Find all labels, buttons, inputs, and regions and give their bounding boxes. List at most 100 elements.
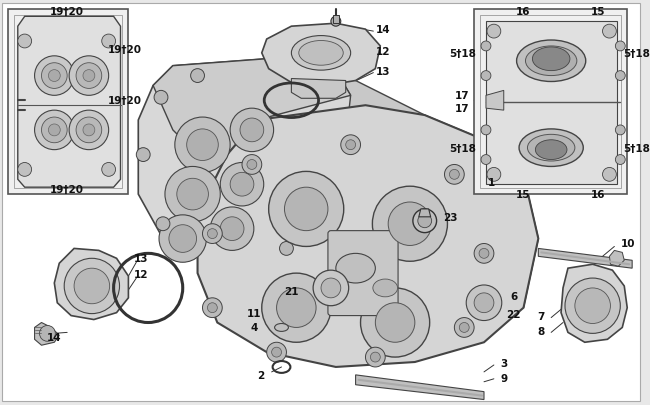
Circle shape bbox=[466, 285, 502, 321]
Circle shape bbox=[285, 57, 298, 70]
Text: 15: 15 bbox=[516, 190, 531, 200]
Ellipse shape bbox=[299, 41, 343, 66]
Text: 8: 8 bbox=[538, 326, 545, 337]
Circle shape bbox=[18, 35, 32, 49]
Polygon shape bbox=[486, 91, 504, 111]
Circle shape bbox=[487, 25, 501, 39]
Circle shape bbox=[220, 163, 264, 207]
Circle shape bbox=[454, 318, 474, 337]
Polygon shape bbox=[138, 57, 356, 264]
Text: 17: 17 bbox=[455, 104, 469, 114]
Circle shape bbox=[481, 126, 491, 136]
Circle shape bbox=[616, 71, 625, 81]
Text: 14: 14 bbox=[47, 333, 62, 343]
Circle shape bbox=[42, 64, 67, 89]
Text: 14: 14 bbox=[376, 25, 391, 35]
Circle shape bbox=[474, 244, 494, 264]
Text: 19†20: 19†20 bbox=[107, 96, 142, 106]
Circle shape bbox=[64, 259, 120, 314]
Circle shape bbox=[276, 288, 316, 328]
Circle shape bbox=[187, 130, 218, 161]
Text: 6: 6 bbox=[510, 291, 517, 301]
Polygon shape bbox=[291, 79, 346, 99]
Polygon shape bbox=[538, 249, 632, 269]
Text: 9: 9 bbox=[500, 373, 507, 383]
Circle shape bbox=[76, 118, 102, 143]
Circle shape bbox=[207, 303, 217, 313]
Circle shape bbox=[388, 202, 432, 246]
Circle shape bbox=[102, 163, 116, 177]
Circle shape bbox=[230, 109, 274, 152]
Circle shape bbox=[321, 278, 341, 298]
Text: 1: 1 bbox=[488, 178, 495, 188]
Polygon shape bbox=[486, 22, 618, 185]
Circle shape bbox=[266, 342, 287, 362]
Circle shape bbox=[575, 288, 610, 324]
Text: 13: 13 bbox=[134, 254, 148, 264]
Circle shape bbox=[313, 271, 348, 306]
Circle shape bbox=[372, 187, 447, 262]
Text: 16: 16 bbox=[516, 7, 531, 17]
Circle shape bbox=[76, 64, 102, 89]
Polygon shape bbox=[8, 11, 129, 195]
Circle shape bbox=[177, 179, 209, 210]
Circle shape bbox=[74, 269, 110, 304]
Ellipse shape bbox=[373, 279, 398, 297]
Circle shape bbox=[370, 352, 380, 362]
Text: 21: 21 bbox=[284, 286, 298, 296]
Circle shape bbox=[565, 278, 620, 334]
Circle shape bbox=[272, 347, 281, 357]
Circle shape bbox=[69, 57, 109, 96]
Circle shape bbox=[449, 170, 460, 180]
Text: 4: 4 bbox=[250, 323, 257, 333]
Circle shape bbox=[83, 125, 95, 136]
Text: 2: 2 bbox=[257, 370, 265, 380]
Circle shape bbox=[375, 303, 415, 342]
Text: 19†20: 19†20 bbox=[107, 45, 142, 55]
Text: 10: 10 bbox=[621, 239, 636, 249]
Polygon shape bbox=[336, 71, 538, 308]
Polygon shape bbox=[333, 16, 339, 24]
Circle shape bbox=[481, 42, 491, 52]
Circle shape bbox=[460, 323, 469, 333]
Text: 3: 3 bbox=[500, 358, 508, 368]
Ellipse shape bbox=[336, 254, 375, 283]
Text: 7: 7 bbox=[538, 311, 545, 321]
Text: 11: 11 bbox=[246, 308, 261, 318]
Ellipse shape bbox=[525, 47, 577, 77]
Circle shape bbox=[603, 168, 616, 182]
Circle shape bbox=[83, 70, 95, 82]
Ellipse shape bbox=[532, 48, 570, 71]
Circle shape bbox=[240, 119, 264, 143]
Circle shape bbox=[262, 273, 331, 342]
Circle shape bbox=[445, 165, 464, 185]
Circle shape bbox=[136, 148, 150, 162]
Ellipse shape bbox=[519, 130, 583, 167]
Circle shape bbox=[159, 215, 207, 262]
Circle shape bbox=[616, 126, 625, 136]
Circle shape bbox=[203, 298, 222, 318]
Ellipse shape bbox=[517, 41, 586, 82]
Circle shape bbox=[487, 168, 501, 182]
Circle shape bbox=[207, 229, 217, 239]
FancyBboxPatch shape bbox=[2, 4, 640, 401]
Circle shape bbox=[324, 75, 338, 88]
Circle shape bbox=[413, 209, 437, 233]
Circle shape bbox=[165, 167, 220, 222]
Circle shape bbox=[190, 70, 205, 83]
Text: 5†18: 5†18 bbox=[449, 49, 476, 59]
Circle shape bbox=[48, 70, 60, 82]
Circle shape bbox=[69, 111, 109, 150]
Circle shape bbox=[329, 207, 343, 221]
Circle shape bbox=[175, 118, 230, 173]
Ellipse shape bbox=[527, 135, 575, 162]
Polygon shape bbox=[198, 106, 538, 367]
FancyBboxPatch shape bbox=[328, 231, 398, 316]
Circle shape bbox=[42, 118, 67, 143]
Circle shape bbox=[40, 326, 55, 341]
Circle shape bbox=[481, 155, 491, 165]
Circle shape bbox=[102, 35, 116, 49]
Text: 16: 16 bbox=[590, 190, 605, 200]
Text: 15: 15 bbox=[590, 7, 605, 17]
Circle shape bbox=[230, 173, 254, 196]
